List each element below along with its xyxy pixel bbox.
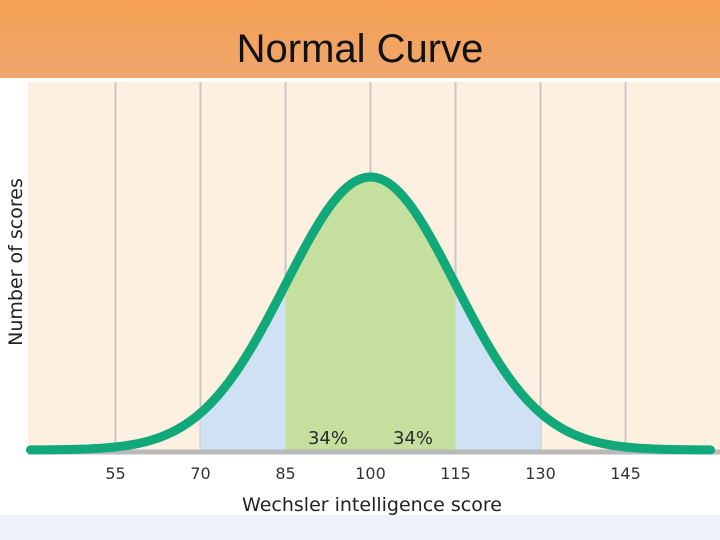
region-labels: 34% 34% [308, 428, 433, 449]
region-label-1: 34% [308, 428, 348, 449]
slide-title: Normal Curve [236, 27, 484, 71]
x-tick-label-145: 145 [610, 464, 641, 483]
normal-curve-line [26, 172, 715, 455]
x-tick-label-55: 55 [105, 464, 125, 483]
x-tick-label-70: 70 [190, 464, 210, 483]
x-tick-label-100: 100 [355, 464, 386, 483]
region-label-2: 34% [393, 428, 433, 449]
y-axis-label: Number of scores [5, 178, 27, 346]
x-tick-label-115: 115 [440, 464, 471, 483]
x-tick-label-130: 130 [525, 464, 556, 483]
x-axis-label: Wechsler intelligence score [242, 494, 502, 516]
title-bar [0, 0, 720, 78]
bottom-band [0, 515, 720, 540]
x-tick-label-85: 85 [275, 464, 295, 483]
x-tick-labels: 55 70 85 100 115 130 145 [105, 464, 640, 483]
